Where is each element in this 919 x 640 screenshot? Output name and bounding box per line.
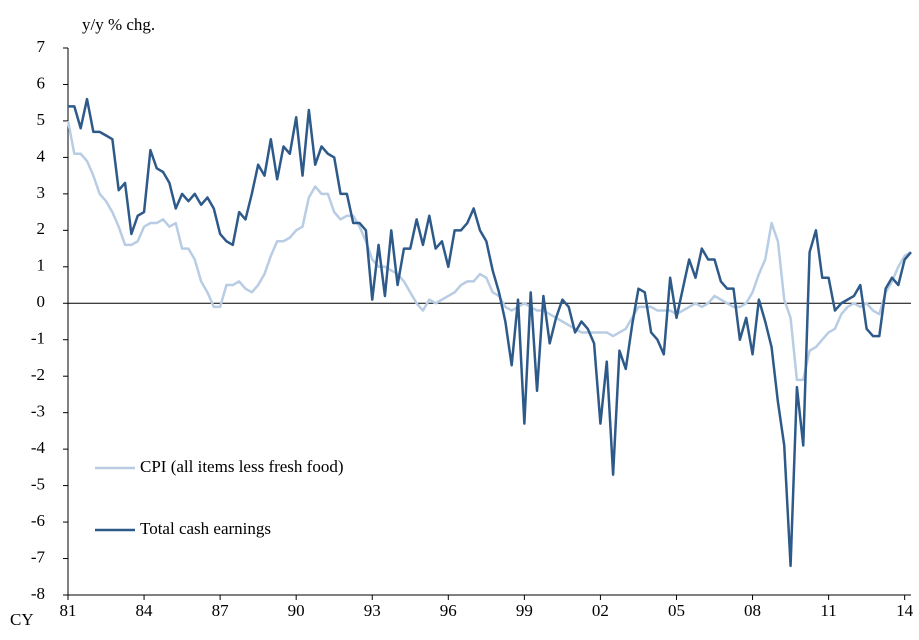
x-tick-label: 11: [820, 601, 836, 620]
y-tick-label: -6: [31, 511, 45, 530]
x-tick-label: 90: [288, 601, 305, 620]
y-tick-label: -2: [31, 365, 45, 384]
y-tick-label: -8: [31, 584, 45, 603]
series-line: [68, 97, 912, 568]
x-tick-label: 99: [516, 601, 533, 620]
x-tick-label: 87: [212, 601, 230, 620]
y-tick-label: -7: [31, 547, 46, 566]
y-tick-label: -5: [31, 475, 45, 494]
y-tick-label: 1: [37, 256, 46, 275]
y-tick-label: 7: [37, 37, 46, 56]
x-axis-label: CY: [10, 610, 34, 629]
y-tick-label: -4: [31, 438, 46, 457]
x-tick-label: 93: [364, 601, 381, 620]
y-tick-label: 3: [37, 183, 46, 202]
y-tick-label: 5: [37, 110, 46, 129]
legend-label: Total cash earnings: [140, 519, 271, 538]
y-tick-label: -3: [31, 402, 45, 421]
y-tick-label: -1: [31, 329, 45, 348]
x-tick-label: 02: [592, 601, 609, 620]
y-tick-label: 2: [37, 219, 46, 238]
y-tick-label: 4: [37, 146, 46, 165]
legend-label: CPI (all items less fresh food): [140, 457, 344, 476]
y-tick-label: 0: [37, 292, 46, 311]
x-tick-label: 84: [136, 601, 154, 620]
x-tick-label: 96: [440, 601, 457, 620]
x-tick-label: 08: [744, 601, 761, 620]
x-tick-label: 14: [896, 601, 914, 620]
x-tick-label: 05: [668, 601, 685, 620]
series-line: [66, 120, 912, 382]
y-axis-label: y/y % chg.: [82, 15, 155, 34]
y-tick-label: 6: [37, 73, 46, 92]
x-tick-label: 81: [60, 601, 77, 620]
